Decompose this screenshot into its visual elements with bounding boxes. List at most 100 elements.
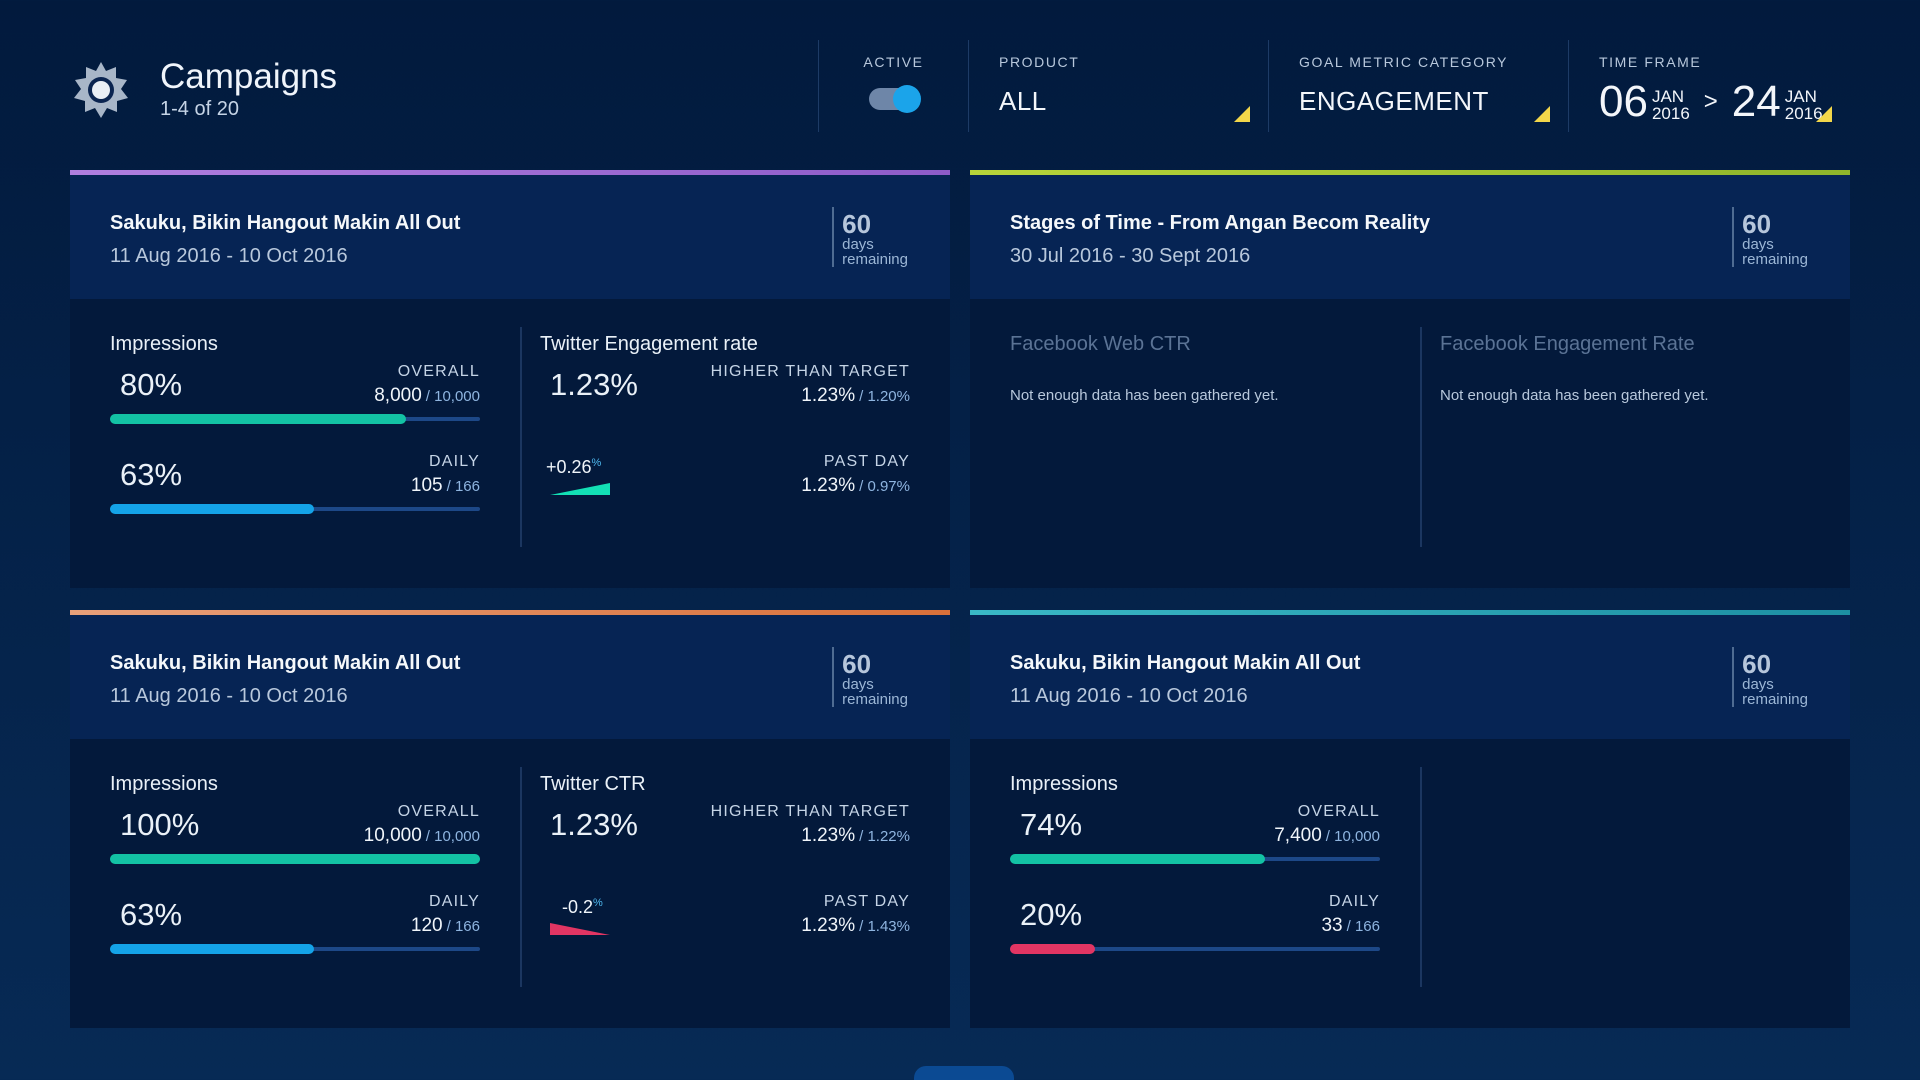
days-unit: days [842, 236, 874, 253]
goal-metric-filter[interactable]: GOAL METRIC CATEGORY ENGAGEMENT [1268, 40, 1568, 132]
campaign-name[interactable]: Sakuku, Bikin Hangout Makin All Out [1010, 652, 1361, 674]
card-body: Impressions 80% OVERALL 8,000/ 10,000 63… [70, 299, 950, 588]
goal-label: GOAL METRIC CATEGORY [1299, 54, 1509, 70]
metric-percent: 100% [120, 807, 200, 842]
rate-value: 1.23% [550, 367, 638, 402]
days-number: 60 [842, 649, 872, 679]
days-unit: days [1742, 236, 1774, 253]
past-day-comparison: -0.2% PAST DAY 1.23%/ 1.43% [540, 893, 910, 973]
product-label: PRODUCT [999, 54, 1080, 70]
dropdown-caret-icon [1534, 106, 1550, 122]
campaign-card[interactable]: Sakuku, Bikin Hangout Makin All Out 11 A… [70, 170, 950, 588]
campaign-card[interactable]: Stages of Time - From Angan Becom Realit… [970, 170, 1850, 588]
metric-percent: 80% [120, 367, 183, 402]
overall-metric: 100% OVERALL 10,000/ 10,000 [110, 803, 480, 883]
progress-fill [1010, 854, 1266, 864]
product-value: ALL [999, 86, 1047, 116]
campaign-dates: 11 Aug 2016 - 10 Oct 2016 [110, 245, 348, 267]
progress-fill [110, 414, 406, 424]
range-arrow-icon: > [1703, 88, 1718, 115]
twitter-ctr-section: Twitter CTR 1.23% HIGHER THAN TARGET 1.2… [540, 739, 910, 1028]
daily-metric: 63% DAILY 105/ 166 [110, 453, 480, 533]
campaign-name[interactable]: Sakuku, Bikin Hangout Makin All Out [110, 652, 461, 674]
trend-down-icon [550, 923, 610, 935]
from-month-year: JAN 2016 [1652, 88, 1690, 122]
metric-current: 120 [410, 915, 443, 936]
metric-current: 10,000 [363, 825, 422, 846]
goal-value: ENGAGEMENT [1299, 86, 1489, 116]
card-accent-bar [70, 610, 950, 615]
metric-percent: 20% [1020, 897, 1083, 932]
time-frame-filter[interactable]: TIME FRAME 06 JAN 2016 > 24 JAN 2016 [1568, 40, 1850, 132]
metric-target: / 10,000 [1325, 828, 1380, 845]
delta-unit: % [593, 897, 603, 909]
days-number: 60 [1742, 209, 1772, 239]
from-year: 2016 [1651, 104, 1690, 123]
section-title: Impressions [110, 773, 218, 795]
to-month: JAN [1784, 87, 1817, 106]
header: Campaigns 1-4 of 20 ACTIVE PRODUCT ALL G… [70, 40, 1850, 135]
column-divider [1420, 767, 1422, 987]
remaining-unit: remaining [1742, 691, 1808, 708]
rate-current: 1.23% [801, 825, 856, 846]
progress-fill [110, 504, 314, 514]
from-month: JAN [1651, 87, 1685, 106]
campaign-card[interactable]: Sakuku, Bikin Hangout Makin All Out 11 A… [70, 610, 950, 1028]
target-comparison: 1.23% HIGHER THAN TARGET 1.23%/ 1.20% [540, 363, 910, 443]
metric-current: 8,000 [374, 385, 422, 406]
metric-value: 33/ 166 [1321, 915, 1380, 937]
metric-tag: DAILY [428, 453, 480, 470]
campaign-gear-icon [74, 61, 128, 118]
section-title: Twitter Engagement rate [540, 333, 758, 355]
metric-value: 105/ 166 [411, 475, 480, 497]
metric-current: 7,400 [1274, 825, 1322, 846]
active-toggle[interactable] [868, 85, 921, 113]
pagination-button[interactable] [914, 1066, 1014, 1080]
dropdown-caret-icon [1816, 106, 1832, 122]
card-body: Impressions 100% OVERALL 10,000/ 10,000 … [70, 739, 950, 1028]
overall-metric: 80% OVERALL 8,000/ 10,000 [110, 363, 480, 443]
rate-value: 1.23% [550, 807, 638, 842]
metric-tag: DAILY [428, 893, 480, 910]
section-title: Impressions [1010, 773, 1118, 795]
progress-fill [110, 944, 314, 954]
metric-current: 105 [410, 475, 443, 496]
days-remaining: 60 days remaining [1732, 207, 1808, 267]
card-header: Sakuku, Bikin Hangout Makin All Out 11 A… [970, 615, 1850, 739]
rate-delta: +0.26% [546, 457, 601, 478]
past-day-comparison: +0.26% PAST DAY 1.23%/ 0.97% [540, 453, 910, 533]
progress-track [110, 854, 480, 864]
rate-comparison: 1.23%/ 0.97% [801, 475, 910, 497]
from-day: 06 [1599, 77, 1648, 126]
page-title: Campaigns [160, 57, 338, 96]
delta-unit: % [591, 457, 602, 469]
card-accent-bar [970, 170, 1850, 175]
metric-percent: 74% [1020, 807, 1083, 842]
progress-track [110, 414, 480, 424]
rate-target: / 1.43% [859, 918, 910, 935]
card-header: Sakuku, Bikin Hangout Makin All Out 11 A… [70, 175, 950, 299]
section-title: Facebook Web CTR [1010, 333, 1191, 355]
rate-tag: PAST DAY [823, 893, 910, 910]
progress-track [1010, 944, 1380, 954]
page-count: 1-4 of 20 [160, 98, 239, 120]
delta-value: +0.26 [546, 457, 592, 477]
progress-track [110, 944, 480, 954]
metric-tag: OVERALL [397, 363, 480, 380]
campaign-name[interactable]: Sakuku, Bikin Hangout Makin All Out [110, 212, 461, 234]
campaign-name[interactable]: Stages of Time - From Angan Becom Realit… [1010, 212, 1431, 234]
progress-track [110, 504, 480, 514]
product-filter[interactable]: PRODUCT ALL [968, 40, 1268, 132]
remaining-unit: remaining [1742, 251, 1808, 268]
facebook-engagement-section: Facebook Engagement Rate Not enough data… [1440, 299, 1810, 588]
section-title: Facebook Engagement Rate [1440, 333, 1695, 355]
impressions-section: Impressions 80% OVERALL 8,000/ 10,000 63… [110, 299, 480, 588]
campaign-card[interactable]: Sakuku, Bikin Hangout Makin All Out 11 A… [970, 610, 1850, 1028]
daily-metric: 20% DAILY 33/ 166 [1010, 893, 1380, 973]
daily-metric: 63% DAILY 120/ 166 [110, 893, 480, 973]
overall-metric: 74% OVERALL 7,400/ 10,000 [1010, 803, 1380, 883]
active-label: ACTIVE [863, 54, 924, 70]
no-data-message: Not enough data has been gathered yet. [1010, 387, 1279, 404]
metric-target: / 166 [1346, 918, 1380, 935]
facebook-ctr-section: Facebook Web CTR Not enough data has bee… [1010, 299, 1380, 588]
